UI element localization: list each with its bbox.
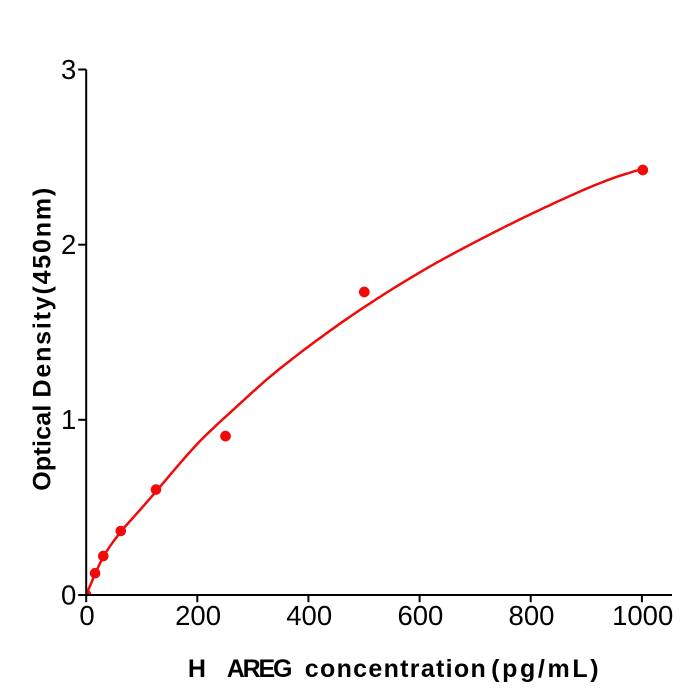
svg-text:0: 0 (79, 600, 94, 631)
svg-text:200: 200 (175, 600, 221, 631)
svg-text:H: H (188, 655, 206, 683)
svg-text:600: 600 (397, 600, 443, 631)
svg-text:Optical: Optical (29, 405, 57, 491)
svg-text:Density(450nm): Density(450nm) (29, 188, 57, 398)
svg-text:3: 3 (61, 54, 76, 85)
svg-text:0: 0 (61, 579, 76, 610)
svg-text:400: 400 (286, 600, 332, 631)
svg-text:1: 1 (61, 404, 76, 435)
svg-text:AREG: AREG (227, 655, 293, 683)
svg-text:2: 2 (61, 229, 76, 260)
svg-text:800: 800 (509, 600, 555, 631)
svg-text:concentration: concentration (305, 655, 486, 683)
svg-text:(pg/mL): (pg/mL) (491, 655, 598, 683)
svg-text:1000: 1000 (612, 600, 673, 631)
